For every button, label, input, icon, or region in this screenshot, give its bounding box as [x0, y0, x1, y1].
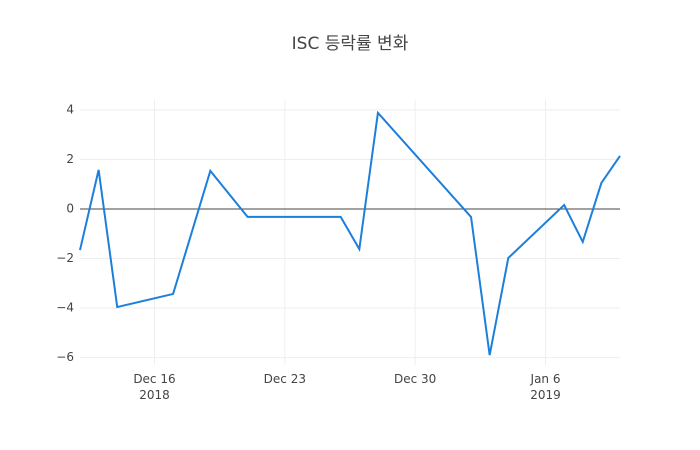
x-tick-label: Dec 16 2018 — [133, 372, 175, 402]
chart-title: ISC 등락률 변화 — [292, 34, 409, 54]
line-series — [79, 110, 621, 356]
x-tick-label: Dec 30 — [394, 372, 436, 386]
y-tick-label: −2 — [56, 251, 74, 265]
y-tick-label: 4 — [66, 102, 74, 116]
x-tick-label: Dec 23 — [264, 372, 306, 386]
x-tick-label: Jan 6 2019 — [530, 372, 561, 402]
y-tick-label: −4 — [56, 301, 74, 315]
y-tick-label: 2 — [66, 152, 74, 166]
y-tick-label: 0 — [66, 201, 74, 215]
y-tick-label: −6 — [56, 350, 74, 364]
